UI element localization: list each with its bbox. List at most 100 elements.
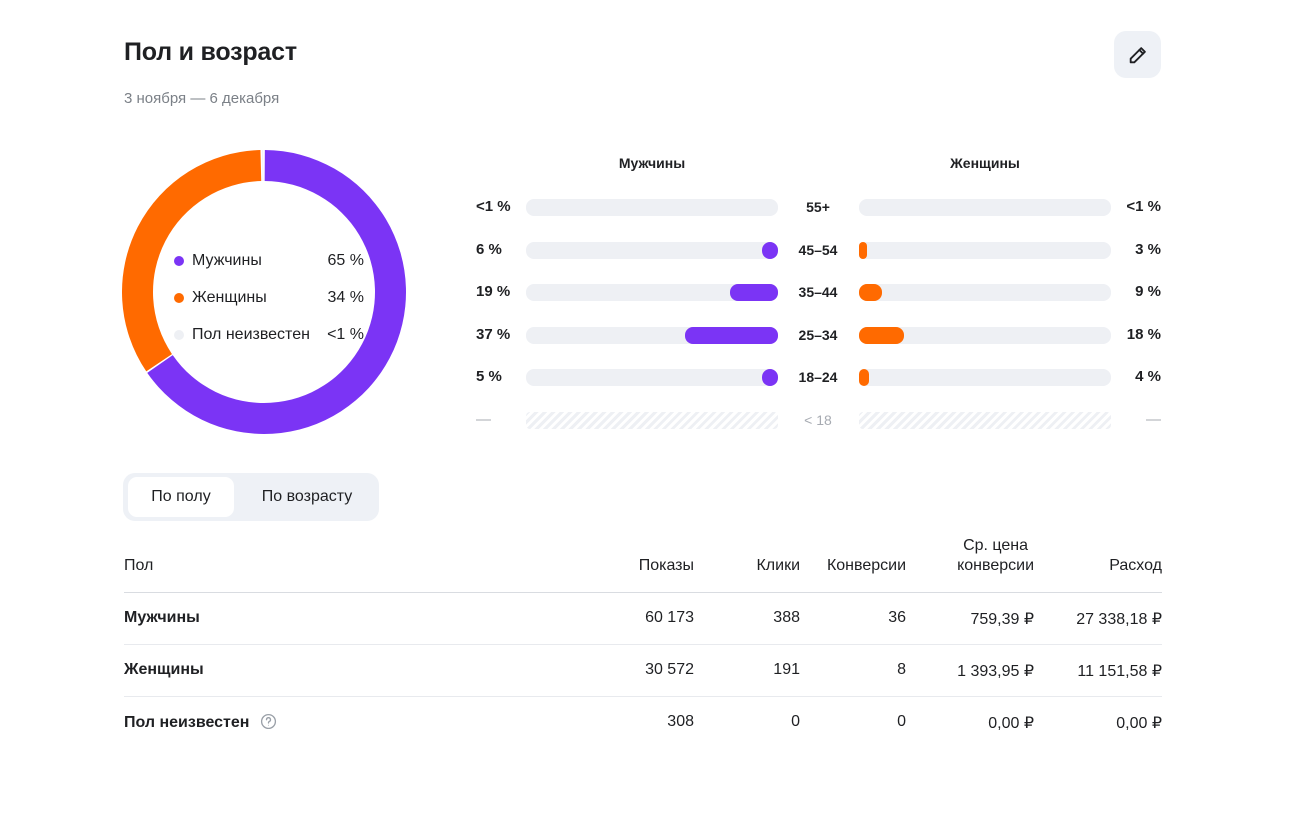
age-group-label: 18–24 (798, 369, 838, 385)
age-group-label: 55+ (806, 199, 830, 215)
age-group-label: 25–34 (798, 326, 838, 343)
female-bar-track (859, 411, 1111, 429)
male-bar-track (526, 284, 778, 301)
header-cpa-line2: конверсии (957, 557, 1034, 574)
page-title: Пол и возраст (124, 38, 297, 66)
cell-conversions: 8 (897, 661, 906, 678)
male-bar-track (526, 369, 778, 386)
age-row: 19 % 35–44 9 % (470, 283, 1170, 303)
cell-spend: 27 338,18 ₽ (1076, 611, 1162, 628)
female-bar-track (859, 284, 1111, 301)
cell-gender: Пол неизвестен (124, 713, 277, 732)
cell-spend: 11 151,58 ₽ (1077, 663, 1162, 680)
header-gender[interactable]: Пол (124, 557, 154, 574)
switch-by-gender[interactable]: По полу (128, 477, 234, 517)
cell-impressions: 60 173 (645, 609, 694, 626)
age-group-label: 35–44 (798, 284, 838, 300)
switch-by-age[interactable]: По возрасту (261, 488, 353, 505)
male-bar[interactable] (684, 326, 778, 344)
donut-svg (122, 150, 406, 434)
cell-cpa: 1 393,95 ₽ (957, 663, 1034, 680)
table-row: Пол неизвестен 308 0 0 0,00 ₽ 0,00 ₽ (124, 697, 1162, 749)
legend-dot-male (174, 255, 184, 266)
date-range: 3 ноября — 6 декабря (124, 90, 280, 107)
male-bar-track (526, 199, 778, 216)
header-impressions[interactable]: Показы (638, 557, 694, 574)
female-column-header: Женщины (950, 155, 1020, 171)
legend-value: 65 % (327, 251, 364, 269)
female-value-label: 18 % (1126, 325, 1161, 343)
table-row: Мужчины 60 173 388 36 759,39 ₽ 27 338,18… (124, 593, 1162, 645)
female-bar[interactable] (859, 326, 905, 344)
male-bar[interactable] (730, 284, 778, 301)
cell-cpa: 0,00 ₽ (988, 715, 1034, 732)
male-column-header: Мужчины (618, 155, 686, 171)
male-bar[interactable] (762, 241, 778, 259)
female-value-label: <1 % (1126, 198, 1161, 215)
legend-label: Мужчины (192, 251, 262, 269)
grouping-switch: По полу По возрасту (123, 473, 379, 521)
cell-impressions: 30 572 (645, 661, 694, 678)
gender-donut-chart: Мужчины 65 % Женщины 34 % Пол неизвестен… (122, 150, 406, 434)
donut-legend: Мужчины 65 % Женщины 34 % Пол неизвестен… (174, 242, 364, 353)
header-cpa-line1: Ср. цена (963, 537, 1029, 554)
female-bar-track (859, 326, 1111, 344)
male-value-label: 37 % (476, 325, 511, 343)
cell-clicks: 0 (791, 713, 800, 730)
male-bar-track (526, 241, 778, 259)
male-bar[interactable] (762, 369, 778, 386)
legend-value: <1 % (327, 325, 364, 343)
male-bar-track (526, 411, 778, 429)
legend-label: Пол неизвестен (192, 325, 310, 343)
legend-item-female[interactable]: Женщины 34 % (174, 279, 364, 316)
cell-conversions: 36 (888, 609, 906, 626)
legend-item-male[interactable]: Мужчины 65 % (174, 242, 364, 279)
legend-dot-unknown (174, 329, 184, 340)
pencil-icon (1129, 46, 1146, 63)
male-value-label: 19 % (476, 283, 511, 300)
female-bar[interactable] (859, 241, 867, 259)
cell-conversions: 0 (897, 713, 906, 730)
female-value-label: 3 % (1135, 240, 1161, 258)
cell-gender-label: Пол неизвестен (124, 714, 250, 731)
female-bar-track (859, 369, 1111, 386)
header-spend[interactable]: Расход (1109, 557, 1162, 574)
legend-value: 34 % (327, 288, 364, 306)
gender-stats-table: Пол Показы Клики Конверсии Ср. цена конв… (124, 530, 1162, 749)
cell-impressions: 308 (667, 713, 694, 730)
table-row: Женщины 30 572 191 8 1 393,95 ₽ 11 151,5… (124, 645, 1162, 697)
legend-item-unknown[interactable]: Пол неизвестен <1 % (174, 316, 364, 353)
female-bar[interactable] (859, 284, 882, 301)
cell-spend: 0,00 ₽ (1116, 715, 1162, 732)
female-bar-track (859, 199, 1111, 216)
cell-cpa: 759,39 ₽ (970, 611, 1034, 628)
header-cpa[interactable]: Ср. цена конверсии (957, 536, 1034, 576)
donut-slice-unknown[interactable] (262, 150, 264, 182)
age-gender-bar-chart: Мужчины Женщины <1 % 55+ <1 % 6 % 45–54 3 % 19… (470, 150, 1170, 440)
cell-gender: Женщины (124, 661, 204, 678)
age-group-label: < 18 (804, 411, 832, 428)
male-value-label: — (476, 410, 491, 428)
cell-gender: Мужчины (124, 609, 200, 626)
male-value-label: 6 % (476, 240, 502, 258)
donut-slice-female[interactable] (122, 150, 262, 372)
male-bar-track (526, 326, 778, 344)
header-clicks[interactable]: Клики (756, 557, 800, 574)
male-value-label: 5 % (476, 368, 502, 385)
question-circle-icon[interactable] (260, 713, 277, 730)
age-row: 6 % 45–54 3 % (470, 241, 1170, 261)
age-row: 5 % 18–24 4 % (470, 368, 1170, 388)
age-row: <1 % 55+ <1 % (470, 198, 1170, 218)
age-group-label: 45–54 (798, 241, 838, 258)
age-row: 37 % 25–34 18 % (470, 326, 1170, 346)
cell-clicks: 191 (773, 661, 800, 678)
age-row: — < 18 — (470, 411, 1170, 431)
edit-button[interactable] (1114, 31, 1161, 78)
female-value-label: 4 % (1135, 368, 1161, 385)
male-value-label: <1 % (476, 198, 511, 215)
legend-dot-female (174, 292, 184, 303)
header-conversions[interactable]: Конверсии (826, 557, 906, 574)
legend-label: Женщины (192, 288, 267, 306)
female-value-label: — (1146, 410, 1161, 428)
female-bar[interactable] (859, 369, 870, 386)
